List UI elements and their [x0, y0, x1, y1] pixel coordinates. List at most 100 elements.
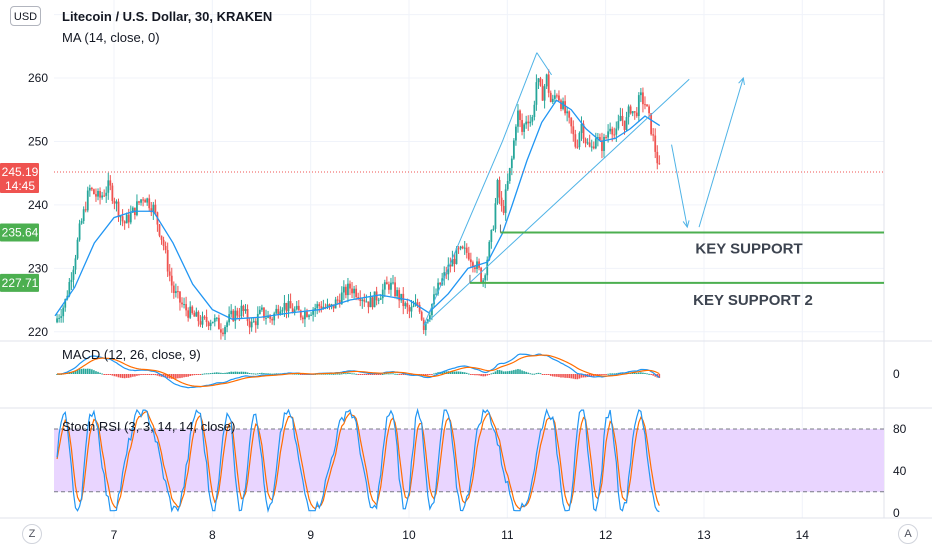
macd-histogram-bar [340, 373, 343, 375]
trendline-4 [671, 144, 688, 228]
macd-histogram-bar [123, 374, 126, 379]
macd-histogram-bar [332, 373, 335, 375]
candle-body [273, 313, 276, 321]
stoch-rsi-legend[interactable]: Stoch RSI (3, 3, 14, 14, close) [62, 419, 236, 434]
macd-histogram-bar [523, 371, 525, 374]
candle-body [164, 245, 167, 250]
candle-body [369, 297, 372, 308]
ma-line [54, 99, 661, 320]
candle-body [127, 214, 130, 223]
candle-body [105, 192, 108, 196]
candle-body [539, 78, 542, 86]
macd-histogram-bar [148, 374, 151, 375]
candle-body [420, 311, 423, 320]
macd-histogram-bar [144, 374, 146, 375]
candle-259 [586, 138, 589, 145]
candle-body [170, 275, 173, 286]
candle-125 [312, 307, 315, 322]
candle-157 [377, 297, 380, 305]
candle-body [599, 137, 601, 141]
macd-histogram-bar [78, 369, 81, 374]
candle-99 [258, 306, 261, 315]
candle-body [627, 106, 630, 118]
candle-202 [469, 252, 472, 268]
macd-histogram-bar [535, 373, 538, 375]
candle-body [601, 140, 603, 151]
macd-histogram-bar [562, 374, 564, 378]
macd-histogram-bar [129, 374, 132, 378]
candle-body [652, 134, 655, 136]
auto-scale-button[interactable]: A [898, 524, 918, 544]
stoch-tick-40: 40 [893, 464, 907, 478]
macd-histogram-bar [588, 374, 591, 377]
candle-20 [97, 188, 99, 201]
candle-body [523, 124, 526, 132]
candle-81 [222, 328, 224, 337]
macd-histogram-bar [363, 374, 366, 375]
candle-body [295, 305, 298, 310]
candle-body [72, 269, 75, 280]
macd-histogram-bar [193, 374, 196, 376]
candle-body [174, 291, 177, 294]
candle-body [512, 140, 515, 159]
auto-zoom-button[interactable]: Z [22, 524, 42, 544]
candle-body [80, 221, 83, 224]
candle-body [596, 137, 599, 139]
candle-159 [381, 283, 384, 304]
candle-body [279, 311, 282, 315]
macd-histogram-bar [379, 374, 382, 375]
macd-histogram-bar [457, 371, 460, 374]
candle-body [97, 191, 99, 197]
candle-274 [617, 114, 620, 131]
candle-body [555, 95, 558, 97]
candle-body [494, 203, 497, 229]
macd-legend[interactable]: MACD (12, 26, close, 9) [62, 347, 201, 362]
currency-button[interactable]: USD [10, 6, 41, 26]
macd-histogram-bar [459, 371, 462, 374]
candle-body [78, 223, 81, 240]
macd-histogram-bar [484, 374, 486, 377]
macd-histogram-bar [138, 374, 140, 376]
candle-body [433, 294, 435, 305]
candle-body [639, 92, 642, 96]
macd-histogram-bar [82, 368, 85, 374]
macd-histogram-bar [551, 374, 554, 377]
candle-19 [95, 188, 97, 202]
candle-279 [627, 104, 630, 125]
candle-70 [199, 315, 202, 328]
candle-161 [385, 276, 388, 285]
macd-histogram-bar [173, 374, 175, 379]
macd-histogram-bar [556, 374, 558, 377]
candle-body [111, 185, 114, 201]
candle-body [379, 298, 382, 300]
macd-histogram-bar [490, 373, 493, 375]
macd-histogram-bar [525, 371, 527, 374]
candle-body [258, 309, 261, 314]
macd-histogram-bar [297, 373, 300, 375]
candle-body [359, 298, 362, 302]
macd-histogram-bar [224, 372, 226, 374]
ma-legend[interactable]: MA (14, close, 0) [62, 30, 160, 45]
candle-25 [107, 172, 110, 200]
candle-276 [621, 108, 624, 127]
candle-53 [164, 241, 167, 254]
candle-body [90, 187, 93, 190]
candle-body [287, 301, 290, 312]
candle-40 [138, 200, 140, 206]
candle-body [461, 246, 464, 249]
macd-histogram-bar [89, 368, 91, 374]
candle-body [564, 101, 566, 114]
candle-71 [201, 311, 204, 328]
candle-body [82, 209, 85, 222]
candle-body [428, 315, 431, 320]
macd-histogram-bar [644, 372, 646, 374]
candle-body [392, 282, 394, 284]
candle-123 [308, 314, 310, 320]
time-tick-12: 12 [599, 528, 613, 542]
candle-150 [363, 293, 366, 307]
candle-body [603, 136, 605, 151]
candle-30 [117, 198, 120, 222]
candle-body [252, 321, 255, 323]
candle-207 [480, 266, 482, 284]
